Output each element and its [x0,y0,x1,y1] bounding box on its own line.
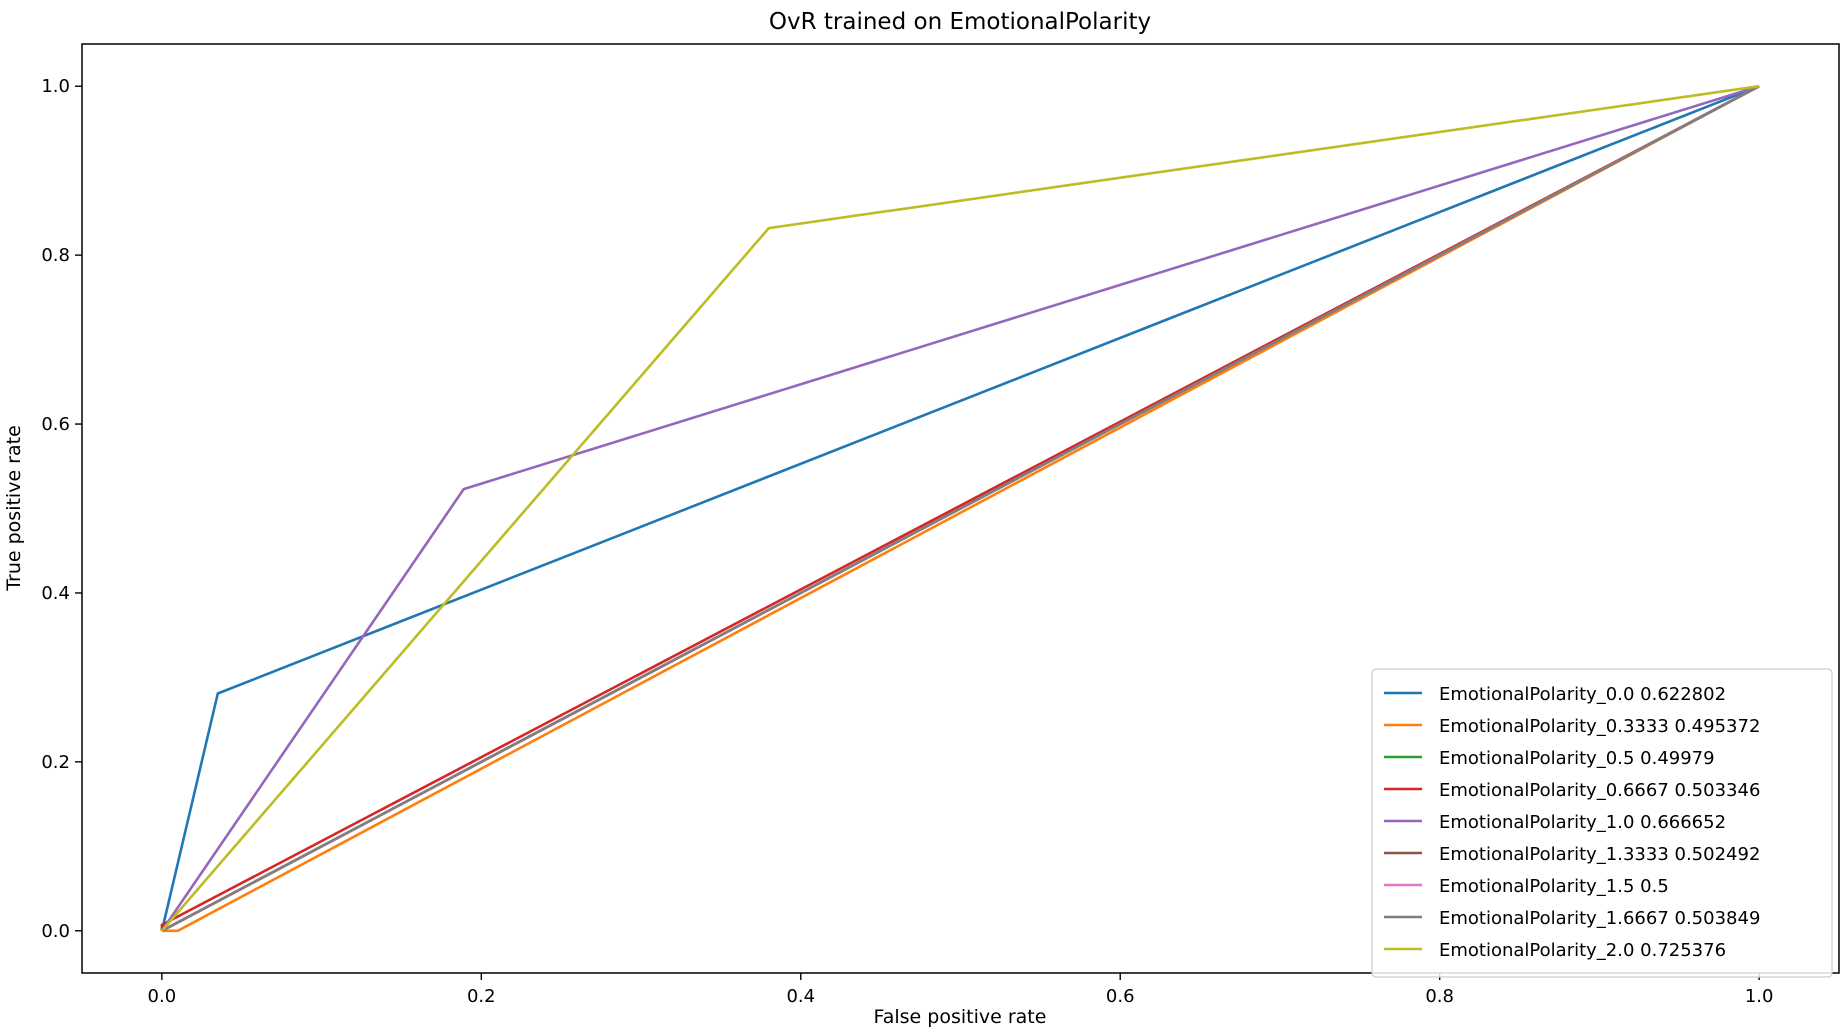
x-tick-label: 0.2 [467,986,496,1007]
legend-label: EmotionalPolarity_0.5 0.49979 [1439,748,1715,769]
legend-label: EmotionalPolarity_1.5 0.5 [1439,876,1669,897]
series-line-4 [160,84,1760,932]
legend: EmotionalPolarity_0.0 0.622802 EmotionalP… [1371,668,1833,978]
chart-title: OvR trained on EmotionalPolarity [769,9,1151,35]
series-line-7 [161,85,1760,932]
x-axis-ticks: 0.0 0.2 0.4 0.6 0.8 1.0 [148,973,1774,1007]
legend-label: EmotionalPolarity_1.6667 0.503849 [1439,908,1760,929]
y-axis-ticks: 0.0 0.2 0.4 0.6 0.8 1.0 [41,76,82,942]
y-tick-label: 1.0 [41,76,70,97]
series-line-8 [160,84,1760,932]
x-tick-label: 0.4 [786,986,815,1007]
legend-label: EmotionalPolarity_1.0 0.666652 [1439,812,1726,833]
x-tick-label: 0.6 [1106,986,1135,1007]
legend-label: EmotionalPolarity_0.3333 0.495372 [1439,716,1760,737]
series-line-0 [160,84,1760,932]
series-layer [160,84,1760,933]
y-tick-label: 0.8 [41,245,70,266]
legend-label: EmotionalPolarity_0.0 0.622802 [1439,684,1726,705]
legend-label: EmotionalPolarity_0.6667 0.503346 [1439,780,1760,801]
legend-label: EmotionalPolarity_2.0 0.725376 [1439,940,1726,961]
y-tick-label: 0.0 [41,921,70,942]
y-axis-label: True positive rate [3,425,25,592]
y-tick-label: 0.6 [41,414,70,435]
x-tick-label: 0.0 [148,986,177,1007]
series-line-1 [161,85,1760,933]
legend-label: EmotionalPolarity_1.3333 0.502492 [1439,844,1760,865]
x-tick-label: 1.0 [1745,986,1774,1007]
x-axis-label: False positive rate [874,1006,1047,1028]
y-tick-label: 0.2 [41,752,70,773]
x-tick-label: 0.8 [1425,986,1454,1007]
legend-box [1371,668,1833,978]
plot-frame [81,43,1840,974]
y-tick-label: 0.4 [41,583,70,604]
